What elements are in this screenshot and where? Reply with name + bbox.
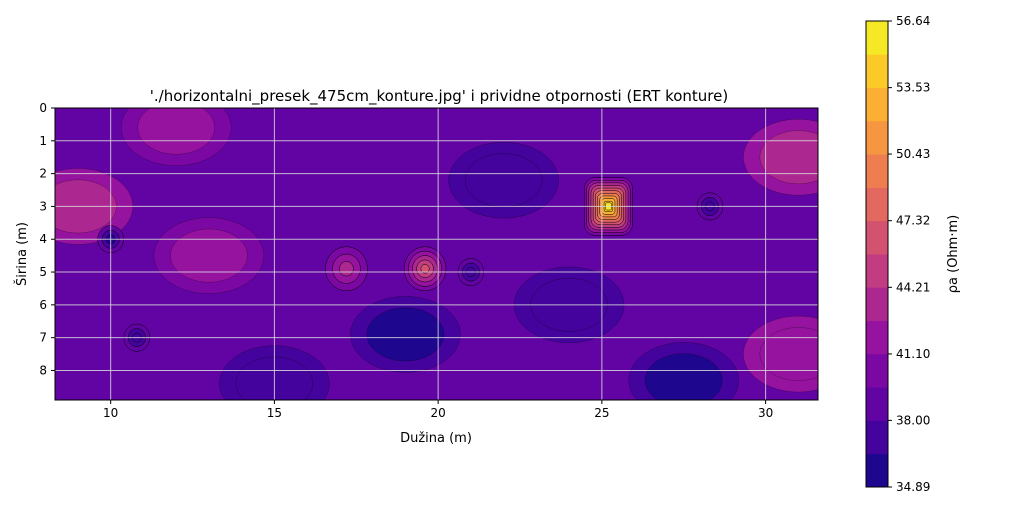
colorbar-segment	[866, 54, 888, 88]
colorbar-segment	[866, 254, 888, 288]
colorbar-segment	[866, 220, 888, 255]
contour-zone	[645, 353, 723, 400]
colorbar-frame	[865, 20, 889, 488]
colorbar-segment	[866, 21, 888, 55]
colorbar-tick-label: 56.64	[896, 14, 930, 28]
colorbar-segment	[866, 353, 888, 388]
plot-frame	[54, 107, 819, 401]
heatmap-area	[55, 108, 818, 400]
colorbar-segment	[866, 87, 888, 122]
colorbar-segment	[866, 453, 888, 488]
anomaly-contour	[420, 264, 430, 274]
x-axis: 10 15 20 25 30	[103, 400, 773, 420]
y-tick-label: 8	[39, 363, 47, 377]
chart-title: './horizontalni_presek_475cm_konture.jpg…	[150, 87, 728, 106]
colorbar-label: ρa (Ohm·m)	[946, 215, 961, 293]
grid-lines	[55, 108, 818, 400]
y-tick-label: 0	[39, 101, 47, 115]
x-axis-label: Dužina (m)	[400, 431, 472, 446]
x-tick-label: 10	[103, 406, 118, 420]
x-tick-label: 15	[267, 406, 282, 420]
colorbar-segment	[866, 287, 888, 321]
y-tick-label: 5	[39, 265, 47, 279]
x-tick-label: 30	[758, 406, 773, 420]
contour-zone	[366, 307, 445, 362]
y-tick-label: 3	[39, 199, 47, 213]
x-tick-label: 20	[430, 406, 445, 420]
y-tick-label: 6	[39, 298, 47, 312]
contour-zone	[137, 108, 215, 155]
colorbar: 34.89 38.00 41.10 44.21 47.32 50.43 53.53 56.64	[865, 14, 930, 494]
contour-zone	[759, 327, 818, 381]
y-tick-label: 2	[39, 167, 47, 181]
colorbar-tick-label: 34.89	[896, 480, 930, 494]
y-axis: 0 1 2 3 4 5 6 7 8	[39, 101, 55, 377]
colorbar-segment	[866, 320, 888, 355]
colorbar-segment	[866, 420, 888, 455]
colorbar-tick-label: 53.53	[896, 81, 930, 95]
x-tick-label: 25	[594, 406, 609, 420]
anomaly-contour	[339, 261, 354, 277]
colorbar-segment	[866, 387, 888, 421]
colorbar-segment	[866, 187, 888, 222]
colorbar-tick-label: 38.00	[896, 413, 930, 427]
colorbar-tick-label: 44.21	[896, 280, 930, 294]
colorbar-tick-label: 41.10	[896, 347, 930, 361]
contour-zone	[170, 228, 248, 283]
colorbar-tick-label: 47.32	[896, 214, 930, 228]
contour-zone	[464, 153, 543, 207]
contour-zone	[759, 130, 818, 184]
colorbar-segment	[866, 120, 888, 155]
colorbar-tick-label: 50.43	[896, 147, 930, 161]
y-tick-label: 7	[39, 331, 47, 345]
y-axis-label: Širina (m)	[14, 222, 30, 286]
colorbar-segment	[866, 154, 888, 188]
y-tick-label: 4	[39, 232, 47, 246]
y-tick-label: 1	[39, 134, 47, 148]
